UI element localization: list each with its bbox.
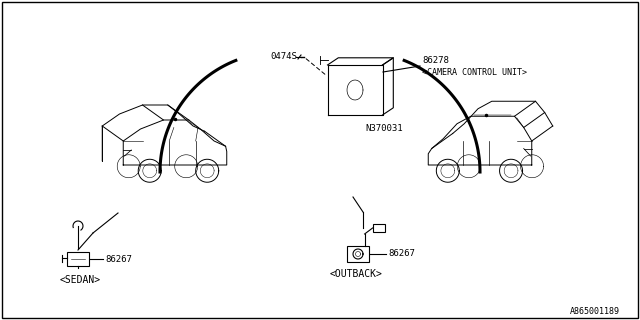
- Text: <SEDAN>: <SEDAN>: [60, 275, 101, 285]
- Text: 86267: 86267: [388, 250, 415, 259]
- Text: <OUTBACK>: <OUTBACK>: [330, 269, 383, 279]
- Bar: [372, 224, 385, 232]
- Text: 86278: 86278: [422, 55, 449, 65]
- Text: A865001189: A865001189: [570, 308, 620, 316]
- Text: 86267: 86267: [105, 254, 132, 263]
- Text: 0474S: 0474S: [270, 52, 297, 60]
- Bar: [67, 252, 89, 266]
- Text: N370031: N370031: [365, 124, 403, 132]
- Text: <CAMERA CONTROL UNIT>: <CAMERA CONTROL UNIT>: [422, 68, 527, 76]
- Bar: [347, 246, 369, 262]
